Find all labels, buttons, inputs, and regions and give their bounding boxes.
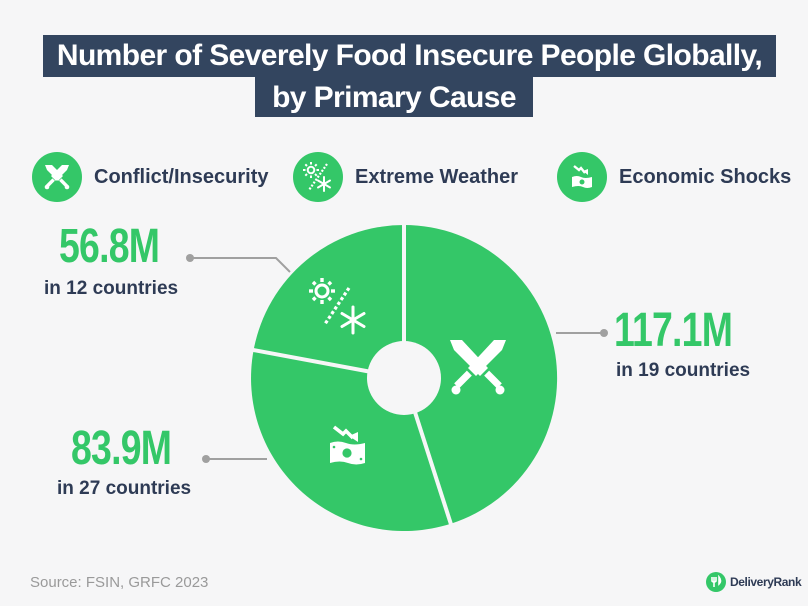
legend-item-conflict: Conflict/Insecurity [32,152,268,202]
leader-dot-conflict [600,329,608,337]
legend-label: Conflict/Insecurity [94,165,269,188]
legend-item-economic: Economic Shocks [557,152,791,202]
fork-leaf-icon [706,572,726,592]
countries-label-conflict: in 19 countries [616,360,751,381]
chart-title-line-2: by Primary Cause [255,77,533,117]
crossed-swords-icon [450,340,506,395]
source-note: Source: FSIN, GRFC 2023 [30,574,209,591]
crossed-swords-icon [32,152,82,202]
sun-snowflake-icon [293,152,343,202]
value-label-weather: 56.8M [59,220,160,273]
slice-weather[interactable] [253,225,404,378]
donut-hole [367,341,441,415]
leader-dot-weather [186,254,194,262]
money-down-arrow-icon [330,425,365,465]
sun-snowflake-icon [309,278,366,335]
legend-item-weather: Extreme Weather [293,152,518,202]
value-label-conflict: 117.1M [614,304,733,357]
countries-label-economic: in 27 countries [57,478,192,499]
leader-lines [190,257,604,460]
chart-title-line-1: Number of Severely Food Insecure People … [43,35,776,77]
leader-dot-economic [202,455,210,463]
value-label-economic: 83.9M [71,422,172,475]
legend-label: Extreme Weather [355,165,519,188]
money-down-arrow-icon [557,152,607,202]
brand-name: DeliveryRank [730,575,802,589]
legend-label: Economic Shocks [619,165,792,188]
leader-line-weather [190,257,291,273]
countries-label-weather: in 12 countries [44,278,179,299]
brand-logo[interactable]: DeliveryRank [706,572,802,592]
